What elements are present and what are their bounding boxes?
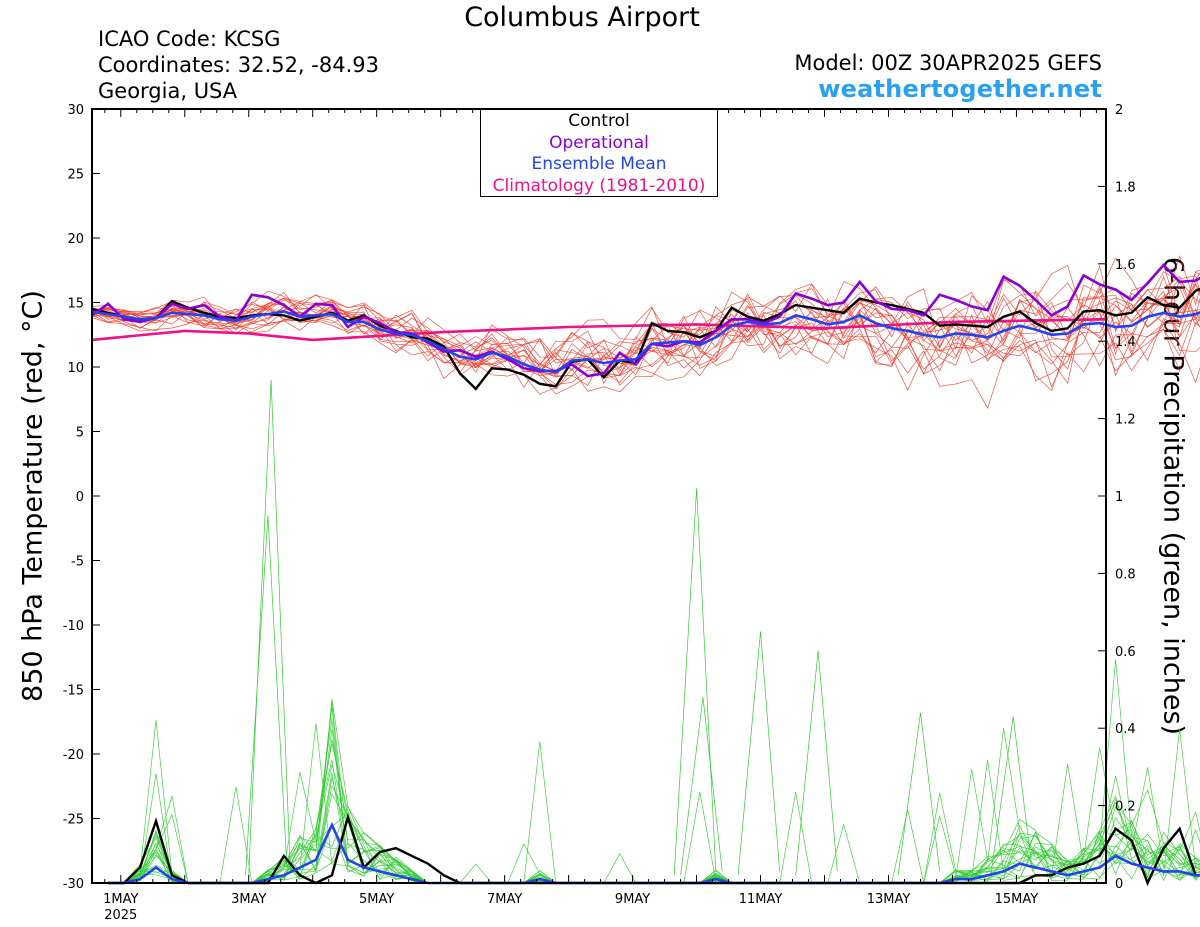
y-left-tick-label: -15 xyxy=(63,684,84,699)
x-tick-label: 5MAY xyxy=(359,892,394,907)
y-left-tick-label: -30 xyxy=(63,877,84,892)
y-left-tick-label: 30 xyxy=(67,103,84,118)
precip-member-line xyxy=(990,716,1033,876)
site-name: weathertogether.net xyxy=(818,75,1102,103)
y-left-tick-label: 10 xyxy=(67,361,84,376)
temp-member-line xyxy=(91,275,1200,378)
y-left-tick-label: 20 xyxy=(67,232,84,247)
y-left-tick-label: 25 xyxy=(67,168,84,183)
y-right-tick-label: 0.2 xyxy=(1115,800,1136,815)
x-tick-label: 11MAY xyxy=(739,892,783,907)
y-left-tick-label: -10 xyxy=(63,619,84,634)
y-left-tick-label: -25 xyxy=(63,813,84,828)
precip-member-line xyxy=(108,777,1200,884)
coordinates: Coordinates: 32.52, -84.93 xyxy=(98,53,379,77)
precip-member-line xyxy=(680,697,723,876)
legend: Control Operational Ensemble Mean Climat… xyxy=(480,109,718,197)
precip-member-line xyxy=(673,488,717,876)
y-right-tick-label: 0.8 xyxy=(1115,567,1136,582)
x-tick-label: 3MAY xyxy=(231,892,266,907)
legend-climatology: Climatology (1981-2010) xyxy=(492,175,706,196)
y-right-tick-label: 1 xyxy=(1115,490,1123,505)
region: Georgia, USA xyxy=(98,79,238,103)
climatology-line xyxy=(91,318,1107,342)
model-run: Model: 00Z 30APR2025 GEFS xyxy=(794,51,1102,75)
station-info: ICAO Code: KCSG Coordinates: 32.52, -84.… xyxy=(98,26,379,104)
legend-control: Control xyxy=(568,111,630,131)
y-left-tick-label: -20 xyxy=(63,748,84,763)
plot-area xyxy=(92,109,1106,883)
icao-code: ICAO Code: KCSG xyxy=(98,27,281,51)
control-temp-line xyxy=(91,287,1200,391)
y-right-tick-label: 1.6 xyxy=(1115,258,1136,273)
x-tick-sublabel: 2025 xyxy=(104,908,137,923)
x-tick-label: 13MAY xyxy=(867,892,911,907)
y-left-tick-label: 15 xyxy=(67,297,84,312)
y-right-tick-label: 1.8 xyxy=(1115,180,1136,195)
legend-operational: Operational xyxy=(549,132,649,153)
temp-member-line xyxy=(91,257,1200,386)
mean-temp-line xyxy=(91,310,1200,374)
precip-member-line xyxy=(897,712,941,876)
precip-member-line xyxy=(245,515,288,876)
precip-member-line xyxy=(795,650,838,876)
y-right-tick-label: 2 xyxy=(1115,103,1123,118)
y-right-tick-label: 1.2 xyxy=(1115,413,1136,428)
y-right-tick-label: 0 xyxy=(1115,877,1123,892)
y-right-tick-label: 0.4 xyxy=(1115,722,1136,737)
chart-title: Columbus Airport xyxy=(464,2,700,33)
temp-member-line xyxy=(91,272,1200,385)
temp-member-line xyxy=(91,269,1200,379)
legend-ensemble-mean: Ensemble Mean xyxy=(531,154,667,174)
temp-member-line xyxy=(91,287,1200,392)
y-left-tick-label: 0 xyxy=(76,490,84,505)
y-right-tick-label: 1.4 xyxy=(1115,335,1136,350)
y-left-tick-label: -5 xyxy=(71,555,84,570)
precip-member-line xyxy=(737,631,781,876)
y-right-tick-label: 0.6 xyxy=(1115,645,1136,660)
x-tick-label: 7MAY xyxy=(487,892,522,907)
precip-member-line xyxy=(248,379,291,876)
x-tick-label: 9MAY xyxy=(615,892,650,907)
x-tick-label: 1MAY xyxy=(103,892,138,907)
y-left-tick-label: 5 xyxy=(76,426,84,441)
x-tick-label: 15MAY xyxy=(995,892,1039,907)
